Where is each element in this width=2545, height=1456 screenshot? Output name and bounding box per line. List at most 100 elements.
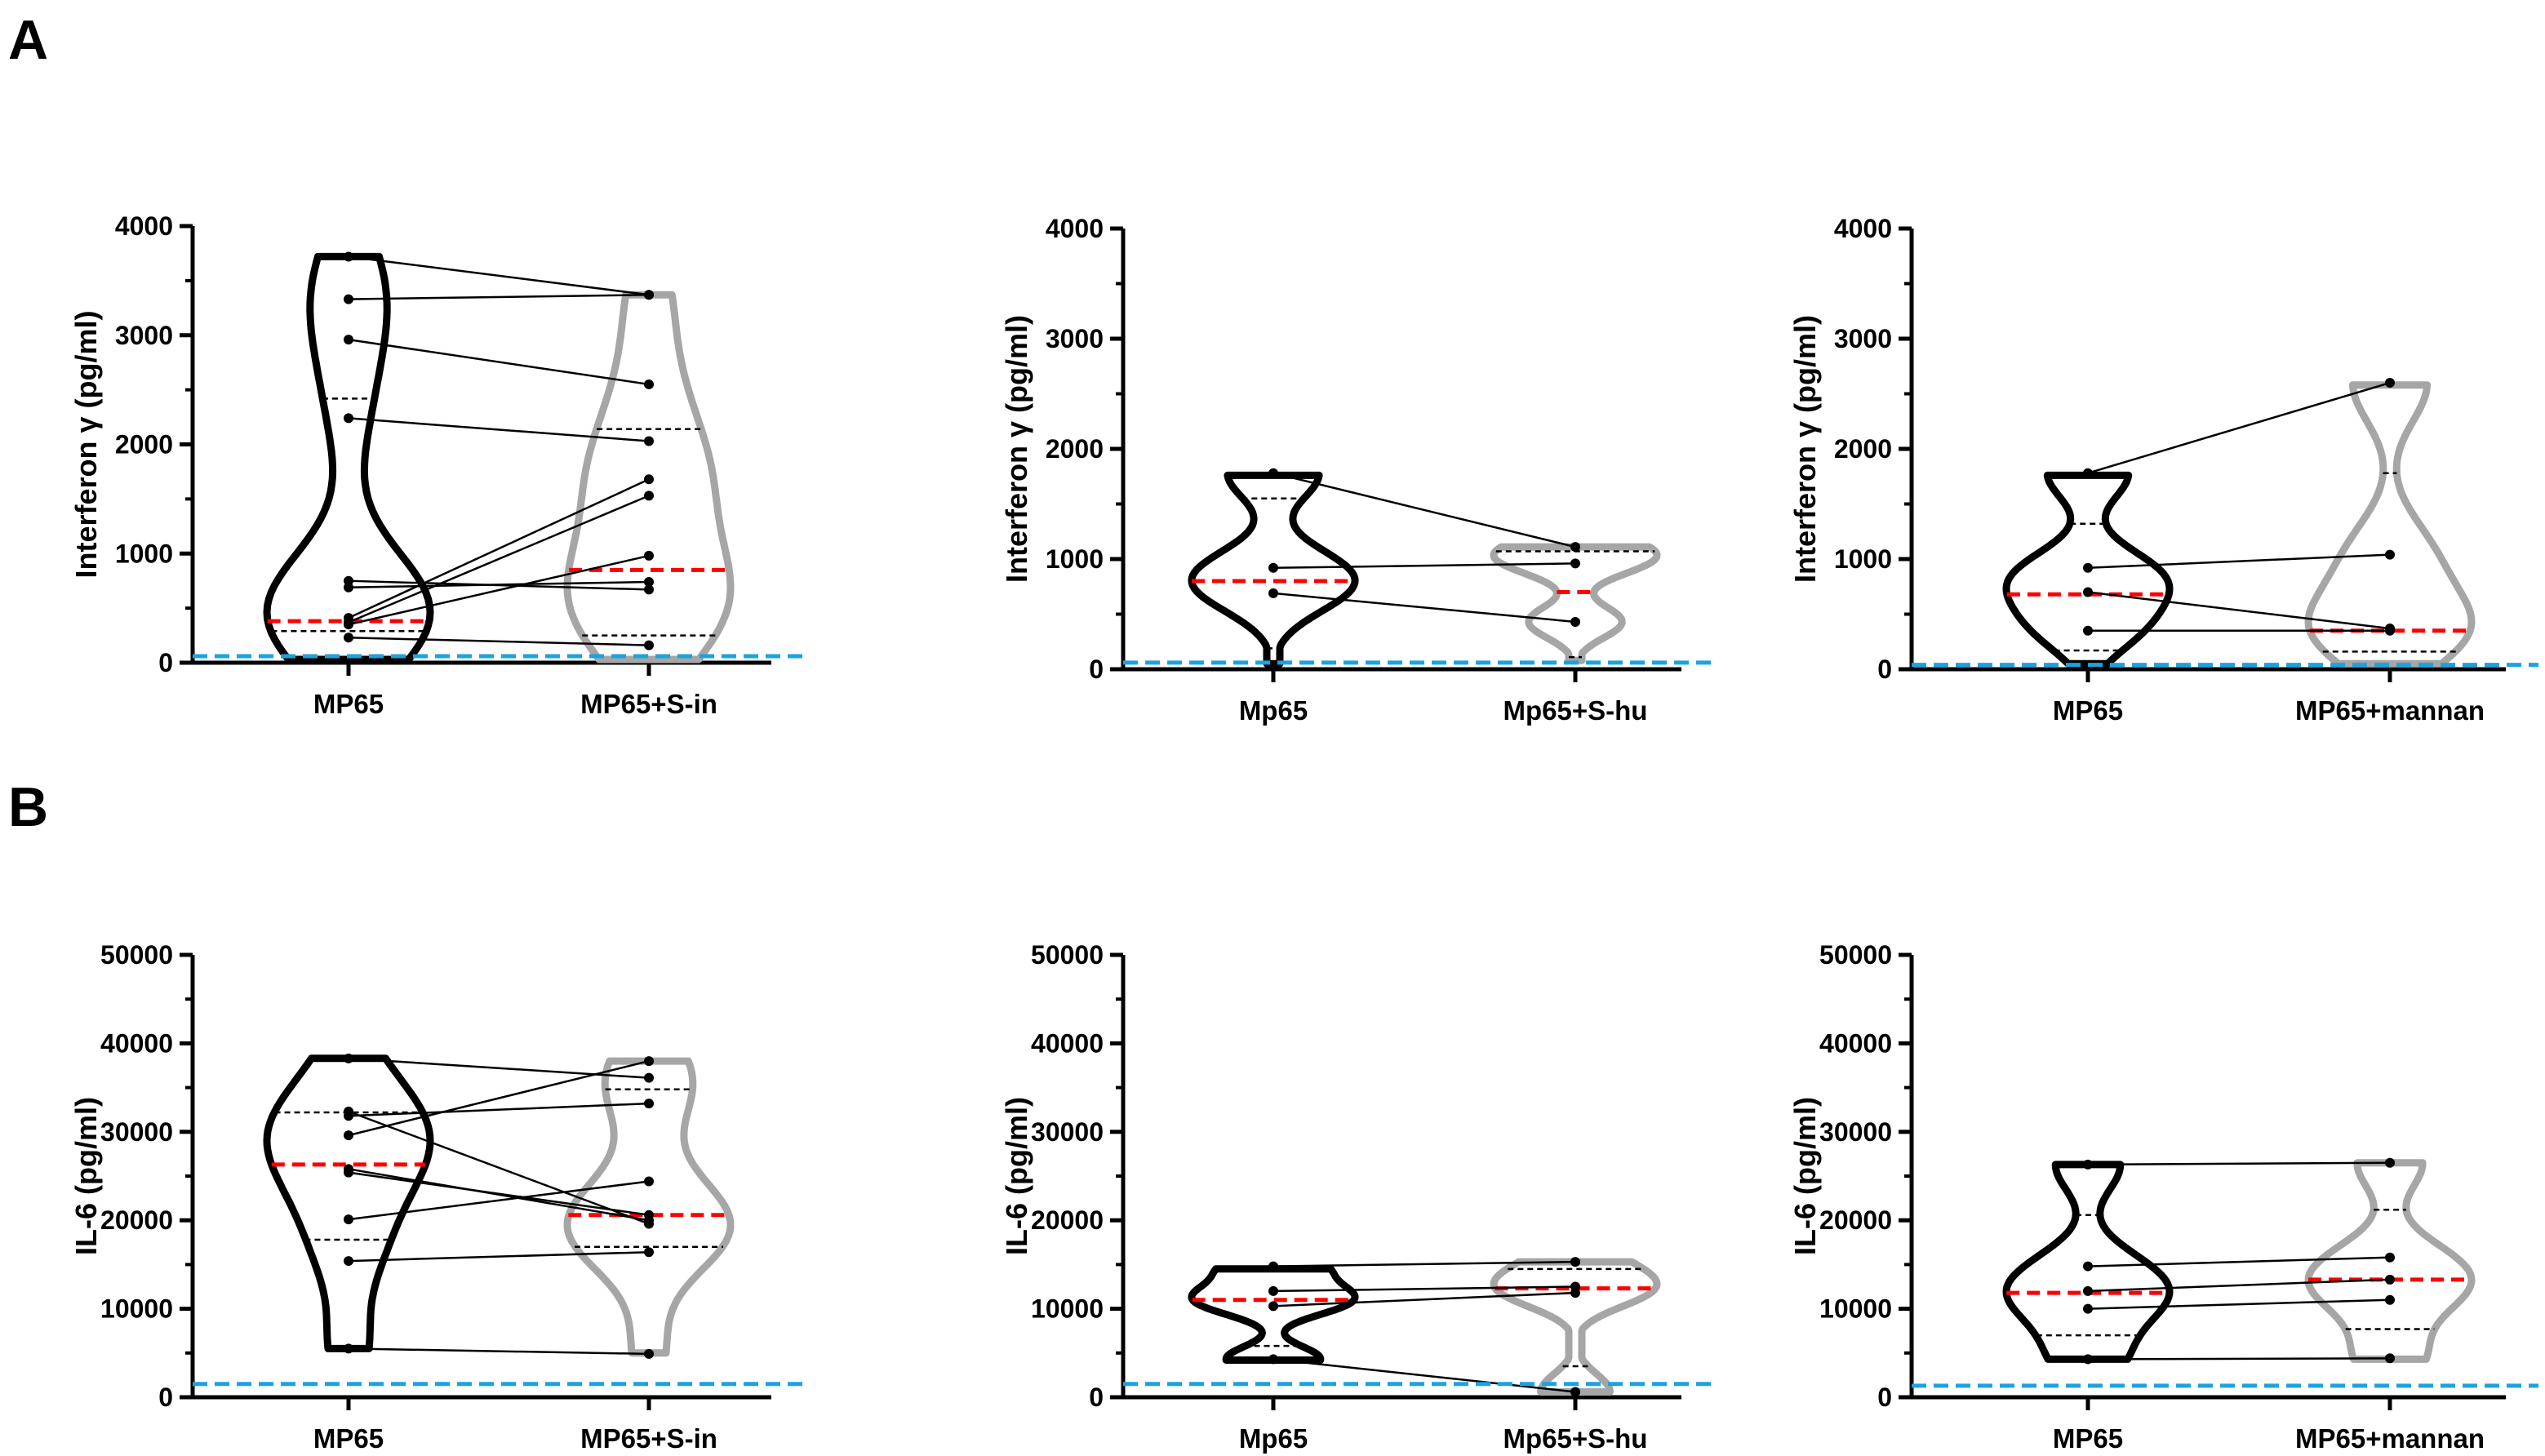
data-point [344,1130,353,1141]
y-tick-label: 10000 [1819,1294,1892,1324]
y-tick-label: 10000 [1031,1294,1104,1324]
violin-right [1490,1258,1661,1396]
y-axis-title: Interferon γ (pg/ml) [1000,315,1033,583]
y-tick-label: 30000 [1031,1117,1104,1147]
x-category-label: Mp65 [1239,1423,1308,1454]
y-tick-label: 30000 [1819,1117,1892,1147]
pair-line [2087,381,2391,474]
data-point [2385,1353,2395,1364]
data-point [644,1348,654,1359]
data-point [644,1072,654,1083]
y-tick-label: 1000 [115,539,173,568]
x-category-label: MP65+mannan [2295,695,2485,726]
pair-line [1272,562,1576,570]
violin-left [1188,1265,1359,1364]
data-point [644,1247,654,1258]
pair-line [348,1059,650,1137]
data-point [344,1167,353,1178]
data-point [644,1210,654,1220]
y-axis-title: Interferon γ (pg/ml) [1788,315,1822,583]
y-tick-label: 1000 [1046,544,1104,574]
y-tick-label: 30000 [100,1117,173,1147]
y-tick-label: 4000 [1834,214,1892,243]
data-point [2385,549,2395,560]
data-point [2083,1303,2093,1314]
data-point [2083,1285,2093,1296]
pair-line [348,1347,650,1356]
data-point [1268,1354,1278,1365]
data-point [344,335,353,345]
x-category-label: MP65 [313,689,384,719]
y-tick-label: 4000 [1046,214,1104,243]
y-tick-label: 40000 [1031,1028,1104,1058]
pair-line [348,1102,650,1117]
pair-line [348,294,650,300]
data-point [644,379,654,389]
data-point [1570,542,1580,553]
data-point [344,294,353,304]
data-point [344,1214,353,1225]
data-point [344,413,353,424]
data-point [344,1256,353,1267]
y-tick-label: 0 [1089,1383,1104,1412]
pair-line [348,478,650,619]
data-point [644,436,654,446]
x-category-label: MP65 [313,1423,384,1454]
violin-left [263,252,434,664]
violin-right [2304,1159,2476,1363]
x-category-label: Mp65+S-hu [1503,1423,1648,1454]
data-point [1570,1288,1580,1298]
pair-line [348,255,650,296]
y-tick-label: 3000 [115,321,173,350]
data-point [644,290,654,300]
data-point [644,474,654,485]
data-point [1268,1301,1278,1312]
violin-right [1490,543,1661,664]
pair-line [1272,1260,1576,1267]
y-tick-label: 0 [1877,1383,1892,1412]
y-tick-label: 1000 [1834,544,1892,574]
y-tick-label: 0 [158,648,173,677]
charts-group: 0 1000 2000 3000 4000 Interferon γ (pg/ml) MP6… [69,211,2538,1454]
data-point [1570,1387,1580,1397]
data-point [644,491,654,501]
violin-right [2304,381,2476,668]
pair-line [1272,472,1576,548]
y-tick-label: 20000 [100,1205,173,1235]
data-point [1570,1257,1580,1267]
pair-line [348,338,650,386]
x-category-label: MP65 [2053,1423,2123,1454]
violin-left [263,1054,434,1352]
pair-line [348,636,650,646]
x-category-label: Mp65+S-hu [1503,695,1648,726]
x-category-label: MP65+S-in [580,1423,717,1454]
data-point [1570,558,1580,569]
y-tick-label: 50000 [100,940,173,970]
data-point [2385,1252,2395,1263]
y-axis-title: Interferon γ (pg/ml) [69,310,103,578]
pair-line [348,554,650,626]
data-point [344,1111,353,1121]
pair-line [348,1057,650,1079]
panel-letter-a: A [8,9,48,71]
data-point [644,550,654,561]
violin-left [1188,471,1359,668]
pair-line [348,1171,650,1216]
data-point [344,633,353,643]
data-point [2385,1274,2395,1285]
data-point [2083,625,2093,636]
data-point [644,1056,654,1067]
x-category-label: MP65+S-in [580,689,717,719]
violin-left [2002,471,2174,668]
pair-line [2087,1278,2391,1293]
y-tick-label: 3000 [1046,324,1104,353]
data-point [2385,1157,2395,1168]
data-point [1268,468,1278,478]
chart-6: 0 10000 20000 30000 40000 50000 IL-6 (pg/ml) MP… [1788,940,2538,1454]
violin-right [563,291,735,664]
data-point [1570,616,1580,627]
y-axis-title: IL-6 (pg/ml) [69,1097,103,1255]
pair-line [348,1110,650,1225]
y-axis-title: IL-6 (pg/ml) [1788,1097,1822,1255]
